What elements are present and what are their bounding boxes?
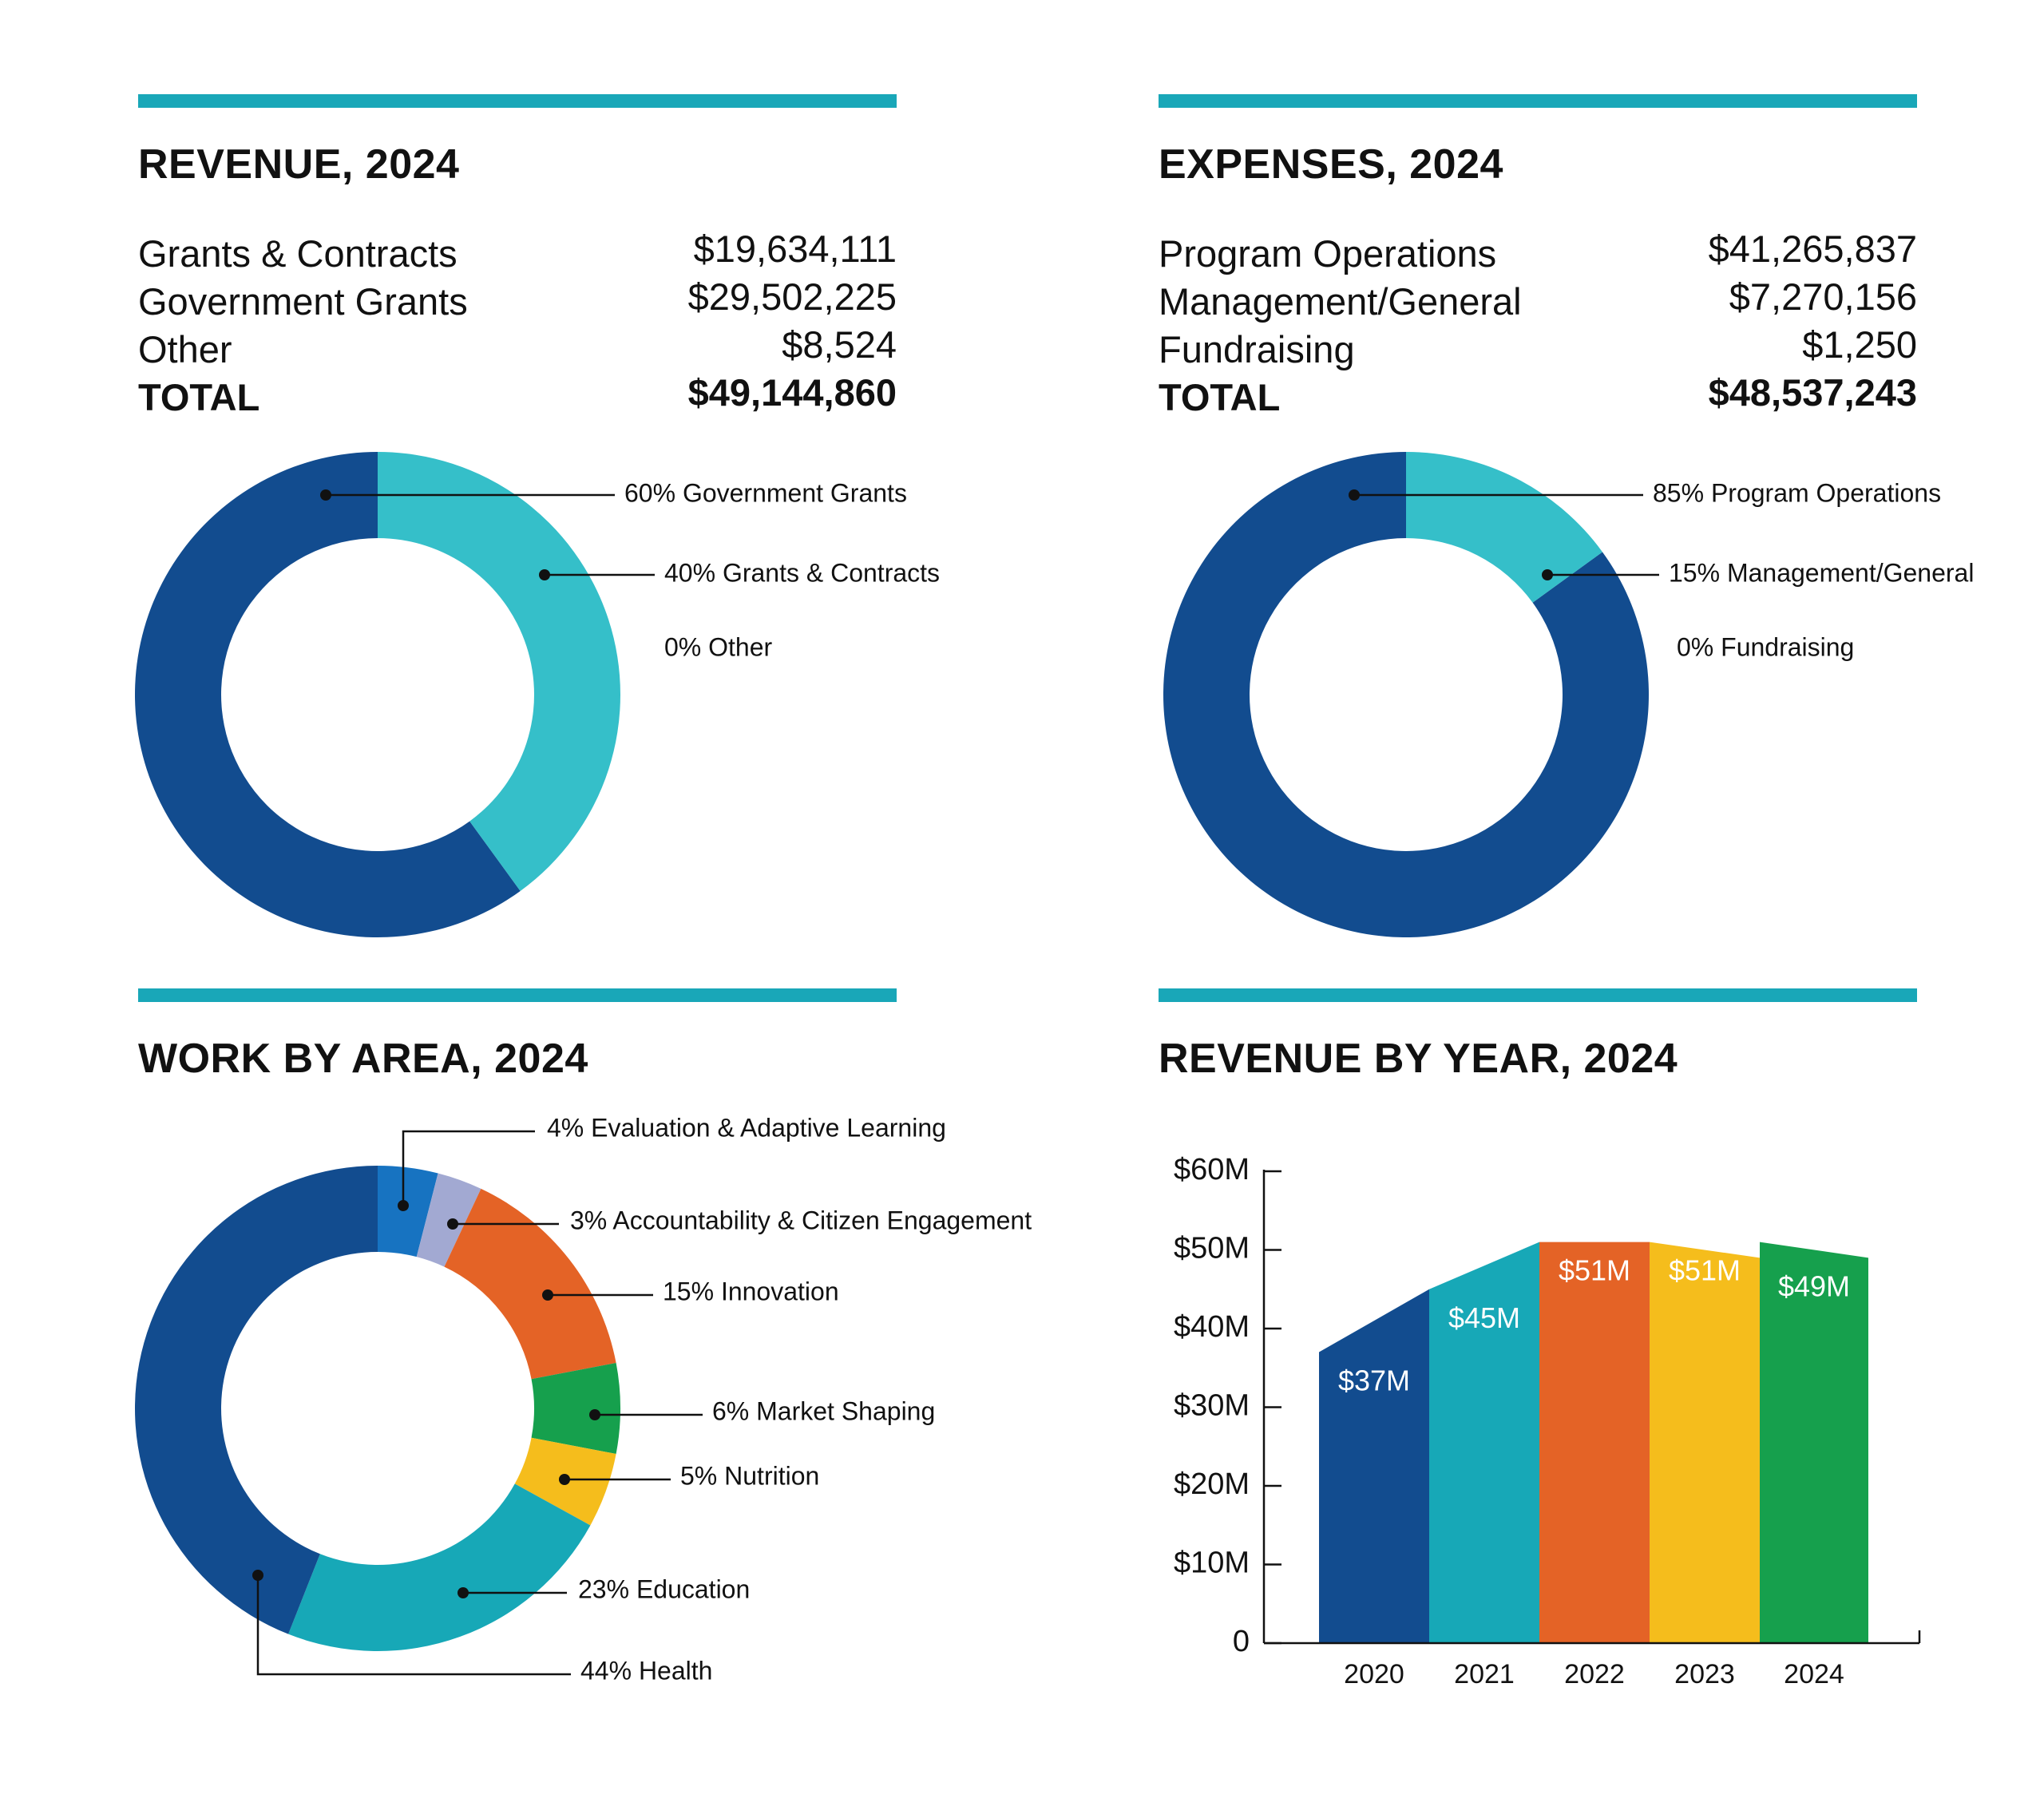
x-tick-label: 2022 — [1564, 1659, 1625, 1689]
revenue-year-divider — [1159, 988, 1917, 1002]
row-label: Program Operations — [1159, 232, 1497, 275]
revenue-year-panel: REVENUE BY YEAR, 2024 — [1159, 988, 1917, 1082]
data-label: $51M — [1559, 1254, 1630, 1287]
y-tick-label: $10M — [1174, 1547, 1250, 1580]
callout-line — [402, 1130, 535, 1206]
y-tick-label: $20M — [1174, 1467, 1250, 1501]
slice-label: 15% Innovation — [663, 1277, 839, 1305]
revenue-row: Government Grants $29,502,225 — [138, 275, 897, 327]
y-tick-label: $30M — [1174, 1389, 1250, 1423]
callout-dot — [539, 569, 550, 580]
row-value: $1,250 — [1802, 323, 1917, 366]
x-tick-label: 2023 — [1674, 1659, 1735, 1689]
donut-slice — [1163, 452, 1649, 938]
slice-label: 85% Program Operations — [1653, 478, 1941, 507]
callout-dot — [398, 1200, 409, 1211]
area-band — [1319, 1289, 1429, 1643]
slice-label: 0% Other — [664, 632, 773, 661]
callout-dot — [559, 1474, 570, 1485]
expenses-panel: EXPENSES, 2024 Program Operations $41,265… — [1159, 94, 1917, 418]
row-value: $19,634,111 — [693, 228, 897, 270]
y-tick-label: $60M — [1174, 1153, 1250, 1186]
callout-dot — [252, 1570, 263, 1581]
callout-dot — [1349, 489, 1360, 501]
expenses-title: EXPENSES, 2024 — [1159, 141, 1503, 188]
area-band — [1760, 1242, 1868, 1643]
work-area-title: WORK BY AREA, 2024 — [138, 1036, 588, 1082]
row-value: $41,265,837 — [1708, 228, 1917, 270]
area-band — [1539, 1242, 1650, 1643]
row-label: TOTAL — [1159, 376, 1281, 418]
revenue-row: Other $8,524 — [138, 323, 897, 375]
revenue-year-title: REVENUE BY YEAR, 2024 — [1159, 1036, 1678, 1082]
row-value: $48,537,243 — [1708, 371, 1917, 414]
callout-dot — [447, 1218, 458, 1230]
donut-slice — [134, 452, 521, 938]
expenses-divider — [1159, 94, 1917, 108]
callout-dot — [458, 1587, 469, 1598]
donut-slice — [531, 1363, 620, 1454]
area-band — [1650, 1242, 1760, 1643]
expenses-row: Fundraising $1,250 — [1159, 323, 1917, 375]
slice-label: 23% Education — [578, 1574, 750, 1603]
revenue-title: REVENUE, 2024 — [138, 141, 460, 188]
revenue-divider — [138, 94, 897, 108]
data-label: $51M — [1669, 1254, 1741, 1287]
row-label: Grants & Contracts — [138, 232, 458, 275]
slice-label: 0% Fundraising — [1677, 632, 1854, 661]
row-value: $49,144,860 — [687, 371, 897, 414]
callout-dot — [320, 489, 331, 501]
slice-label: 4% Evaluation & Adaptive Learning — [547, 1113, 946, 1142]
x-tick-label: 2024 — [1784, 1659, 1844, 1689]
expenses-total-row: TOTAL $48,537,243 — [1159, 371, 1917, 423]
donut-slice — [378, 452, 620, 891]
slice-label: 5% Nutrition — [680, 1461, 819, 1490]
x-tick-label: 2021 — [1454, 1659, 1515, 1689]
work-area-panel: WORK BY AREA, 2024 — [138, 988, 897, 1082]
revenue-panel: REVENUE, 2024 Grants & Contracts $19,634,… — [138, 94, 897, 418]
revenue-table: Grants & Contracts $19,634,111 Government… — [138, 228, 897, 423]
area-band — [1429, 1242, 1539, 1643]
slice-label: 6% Market Shaping — [712, 1396, 935, 1425]
row-value: $29,502,225 — [687, 275, 897, 318]
expenses-table: Program Operations $41,265,837 Management… — [1159, 228, 1917, 423]
data-label: $45M — [1448, 1301, 1520, 1334]
donut-slice — [444, 1188, 616, 1380]
data-label: $37M — [1338, 1364, 1410, 1397]
row-label: Other — [138, 328, 232, 370]
revenue-total-row: TOTAL $49,144,860 — [138, 371, 897, 423]
slice-label: 60% Government Grants — [624, 478, 907, 507]
work-area-divider — [138, 988, 897, 1002]
y-tick-label: $40M — [1174, 1310, 1250, 1344]
row-value: $7,270,156 — [1729, 275, 1917, 318]
revenue-row: Grants & Contracts $19,634,111 — [138, 228, 897, 279]
y-tick-label: $50M — [1174, 1232, 1250, 1265]
row-label: Government Grants — [138, 280, 468, 323]
callout-dot — [589, 1409, 600, 1420]
expenses-row: Management/General $7,270,156 — [1159, 275, 1917, 327]
callout-dot — [542, 1289, 553, 1301]
slice-label: 15% Management/General — [1669, 558, 1974, 587]
data-label: $49M — [1778, 1269, 1850, 1302]
slice-label: 40% Grants & Contracts — [664, 558, 940, 587]
donut-slice — [288, 1483, 591, 1651]
callout-dot — [1542, 569, 1553, 580]
slice-label: 3% Accountability & Citizen Engagement — [570, 1206, 1032, 1234]
row-value: $8,524 — [782, 323, 897, 366]
callout-line — [256, 1575, 571, 1676]
slice-label: 44% Health — [580, 1656, 712, 1685]
x-tick-label: 2020 — [1344, 1659, 1404, 1689]
row-label: Management/General — [1159, 280, 1522, 323]
y-tick-label: 0 — [1233, 1625, 1250, 1658]
donut-slice — [1406, 452, 1602, 603]
donut-slice — [378, 1166, 438, 1257]
row-label: Fundraising — [1159, 328, 1355, 370]
expenses-row: Program Operations $41,265,837 — [1159, 228, 1917, 279]
donut-slice — [134, 1166, 378, 1634]
row-label: TOTAL — [138, 376, 260, 418]
